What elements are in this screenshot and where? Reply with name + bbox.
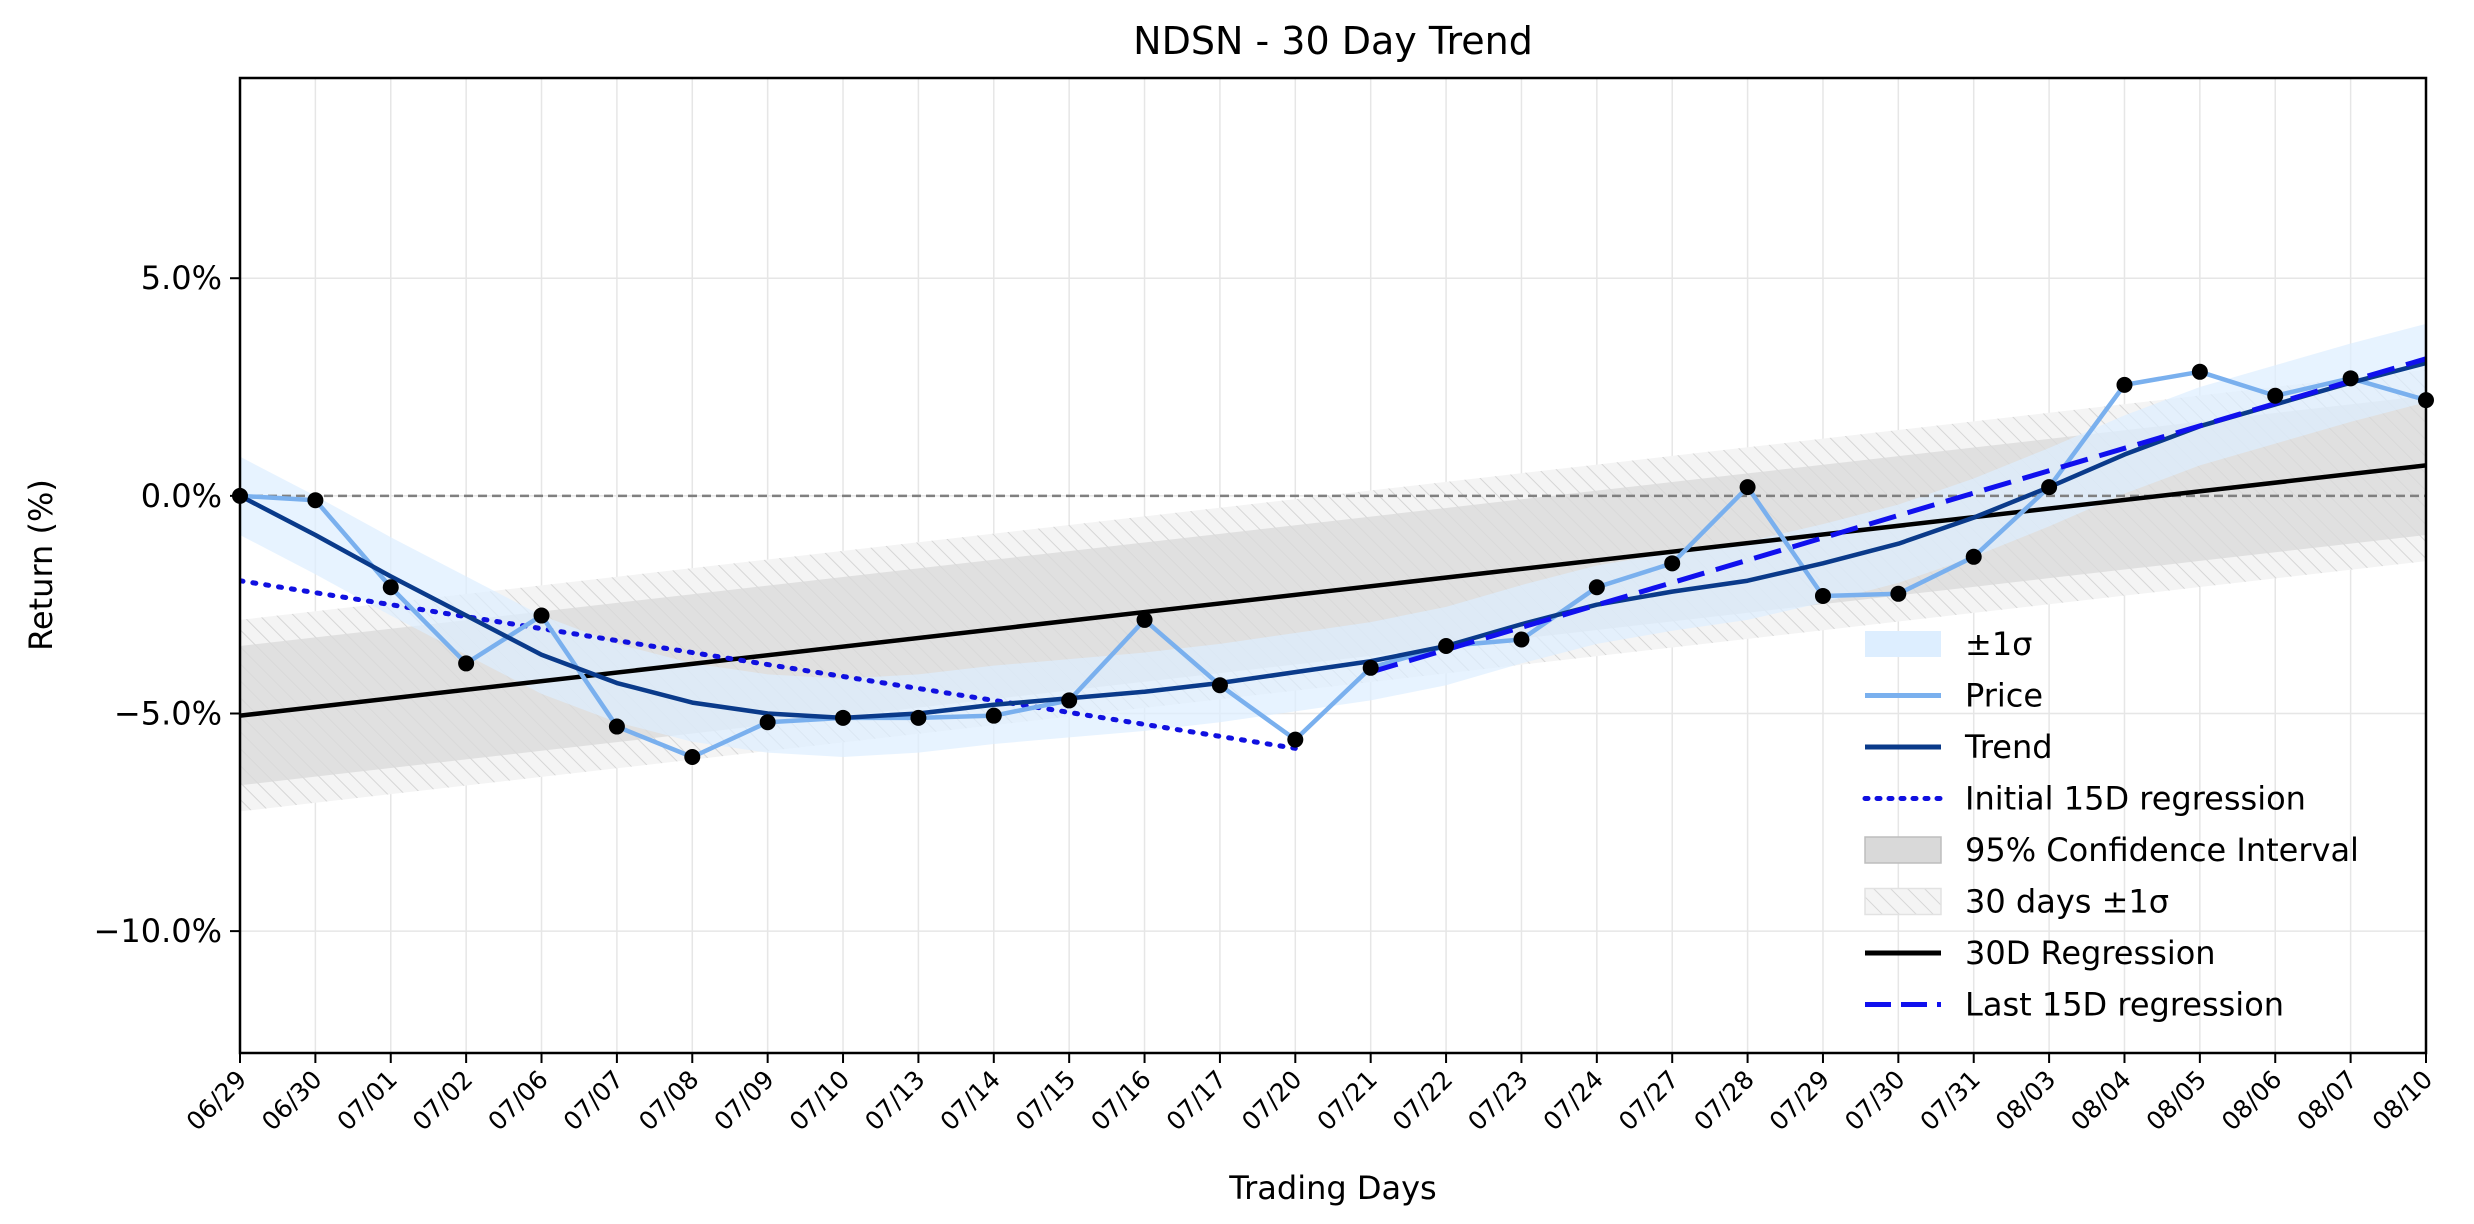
price-point [1814,587,1831,604]
price-point [1136,611,1153,628]
price-point [1061,692,1078,709]
x-tick-label: 08/05 [2141,1065,2212,1136]
x-tick-label: 07/07 [558,1065,629,1136]
legend-item-last_reg: Last 15D regression [1865,986,2284,1024]
initial-15d-regression-line [240,578,1298,751]
x-tick-label: 06/30 [256,1065,327,1136]
legend-label: 30 days ±1σ [1965,883,2169,921]
x-tick-label: 07/20 [1236,1065,1307,1136]
price-point [1211,677,1228,694]
price-point [307,492,324,509]
x-tick-label: 07/27 [1613,1065,1684,1136]
price-point [1513,631,1530,648]
x-tick-label: 07/13 [859,1065,930,1136]
x-axis-label: Trading Days [1228,1169,1436,1207]
x-tick-label: 08/04 [2065,1065,2136,1136]
x-tick-label: 07/10 [784,1065,855,1136]
x-axis-ticks: 06/29 06/30 07/01 07/02 07/06 07/07 07/08 07/09… [181,1053,2438,1136]
regression-30d-line [240,463,2426,718]
x-tick-label: 08/06 [2216,1065,2287,1136]
x-tick-label: 07/15 [1010,1065,1081,1136]
plot-frame [238,76,2428,1055]
x-tick-label: 07/30 [1839,1065,1910,1136]
price-point [2267,387,2284,404]
legend-label: Last 15D regression [1965,986,2284,1024]
x-tick-label: 07/22 [1387,1065,1458,1136]
y-axis-ticks: 5.0% 0.0% −5.0% −10.0% [94,259,240,950]
legend-item-trend: Trend [1865,728,2053,766]
price-point [1362,659,1379,676]
trend-line [240,360,2426,721]
legend-label: Price [1965,677,2043,715]
price-point [985,707,1002,724]
legend: ±1σ Price Trend Initial 15D regression 95% C… [1862,625,2359,1024]
price-point [2041,479,2058,496]
y-tick-label: 5.0% [141,259,222,297]
legend-item-sigma30: 30 days ±1σ [1864,883,2169,921]
legend-label: Trend [1964,728,2053,766]
legend-item-band: ±1σ [1865,625,2032,663]
price-point [1739,479,1756,496]
legend-item-initial_reg: Initial 15D regression [1862,780,2306,818]
legend-item-price: Price [1865,677,2043,715]
legend-label: ±1σ [1965,625,2032,663]
x-tick-label: 07/31 [1915,1065,1986,1136]
price-point [382,579,399,596]
price-point [684,749,701,766]
x-tick-label: 07/06 [482,1065,553,1136]
x-tick-label: 07/09 [708,1065,779,1136]
x-tick-label: 07/28 [1688,1065,1759,1136]
legend-swatch [1864,887,1942,916]
price-point [2342,370,2359,387]
x-tick-label: 07/14 [935,1065,1006,1136]
legend-item-ci: 95% Confidence Interval [1864,831,2359,869]
x-tick-label: 07/01 [332,1065,403,1136]
x-tick-label: 06/29 [181,1065,252,1136]
x-tick-label: 07/24 [1538,1065,1609,1136]
legend-swatch [1864,836,1942,864]
x-tick-label: 07/29 [1764,1065,1835,1136]
x-tick-label: 07/02 [407,1065,478,1136]
price-point [458,655,475,672]
price-point [835,709,852,726]
series-lines [240,356,2426,760]
price-point [759,714,776,731]
x-tick-label: 07/21 [1311,1065,1382,1136]
legend-swatch [1865,631,1941,657]
chart-title: NDSN - 30 Day Trend [1133,19,1533,63]
x-tick-label: 07/23 [1462,1065,1533,1136]
x-tick-label: 07/17 [1161,1065,1232,1136]
x-tick-label: 08/03 [1990,1065,2061,1136]
price-point [1287,731,1304,748]
y-tick-label: −5.0% [114,694,222,732]
price-point [1965,548,1982,565]
price-point [2116,376,2133,393]
price-markers [232,363,2434,766]
price-line [240,369,2426,760]
x-tick-label: 08/10 [2367,1065,2438,1136]
price-point [1890,585,1907,602]
x-tick-label: 07/08 [633,1065,704,1136]
last-15d-regression-line [1369,356,2426,675]
price-point [608,718,625,735]
legend-label: 30D Regression [1965,934,2216,972]
price-point [1664,555,1681,572]
legend-item-reg30: 30D Regression [1865,934,2216,972]
price-point [910,709,927,726]
x-tick-label: 07/16 [1085,1065,1156,1136]
price-point [1588,579,1605,596]
y-tick-label: −10.0% [94,912,222,950]
legend-label: Initial 15D regression [1965,780,2306,818]
price-point [2191,363,2208,380]
x-tick-label: 08/07 [2291,1065,2362,1136]
bands [240,323,2426,812]
legend-label: 95% Confidence Interval [1965,831,2359,869]
price-point [1438,638,1455,655]
price-point [533,607,550,624]
y-tick-label: 0.0% [141,477,222,515]
y-axis-label: Return (%) [22,479,60,651]
